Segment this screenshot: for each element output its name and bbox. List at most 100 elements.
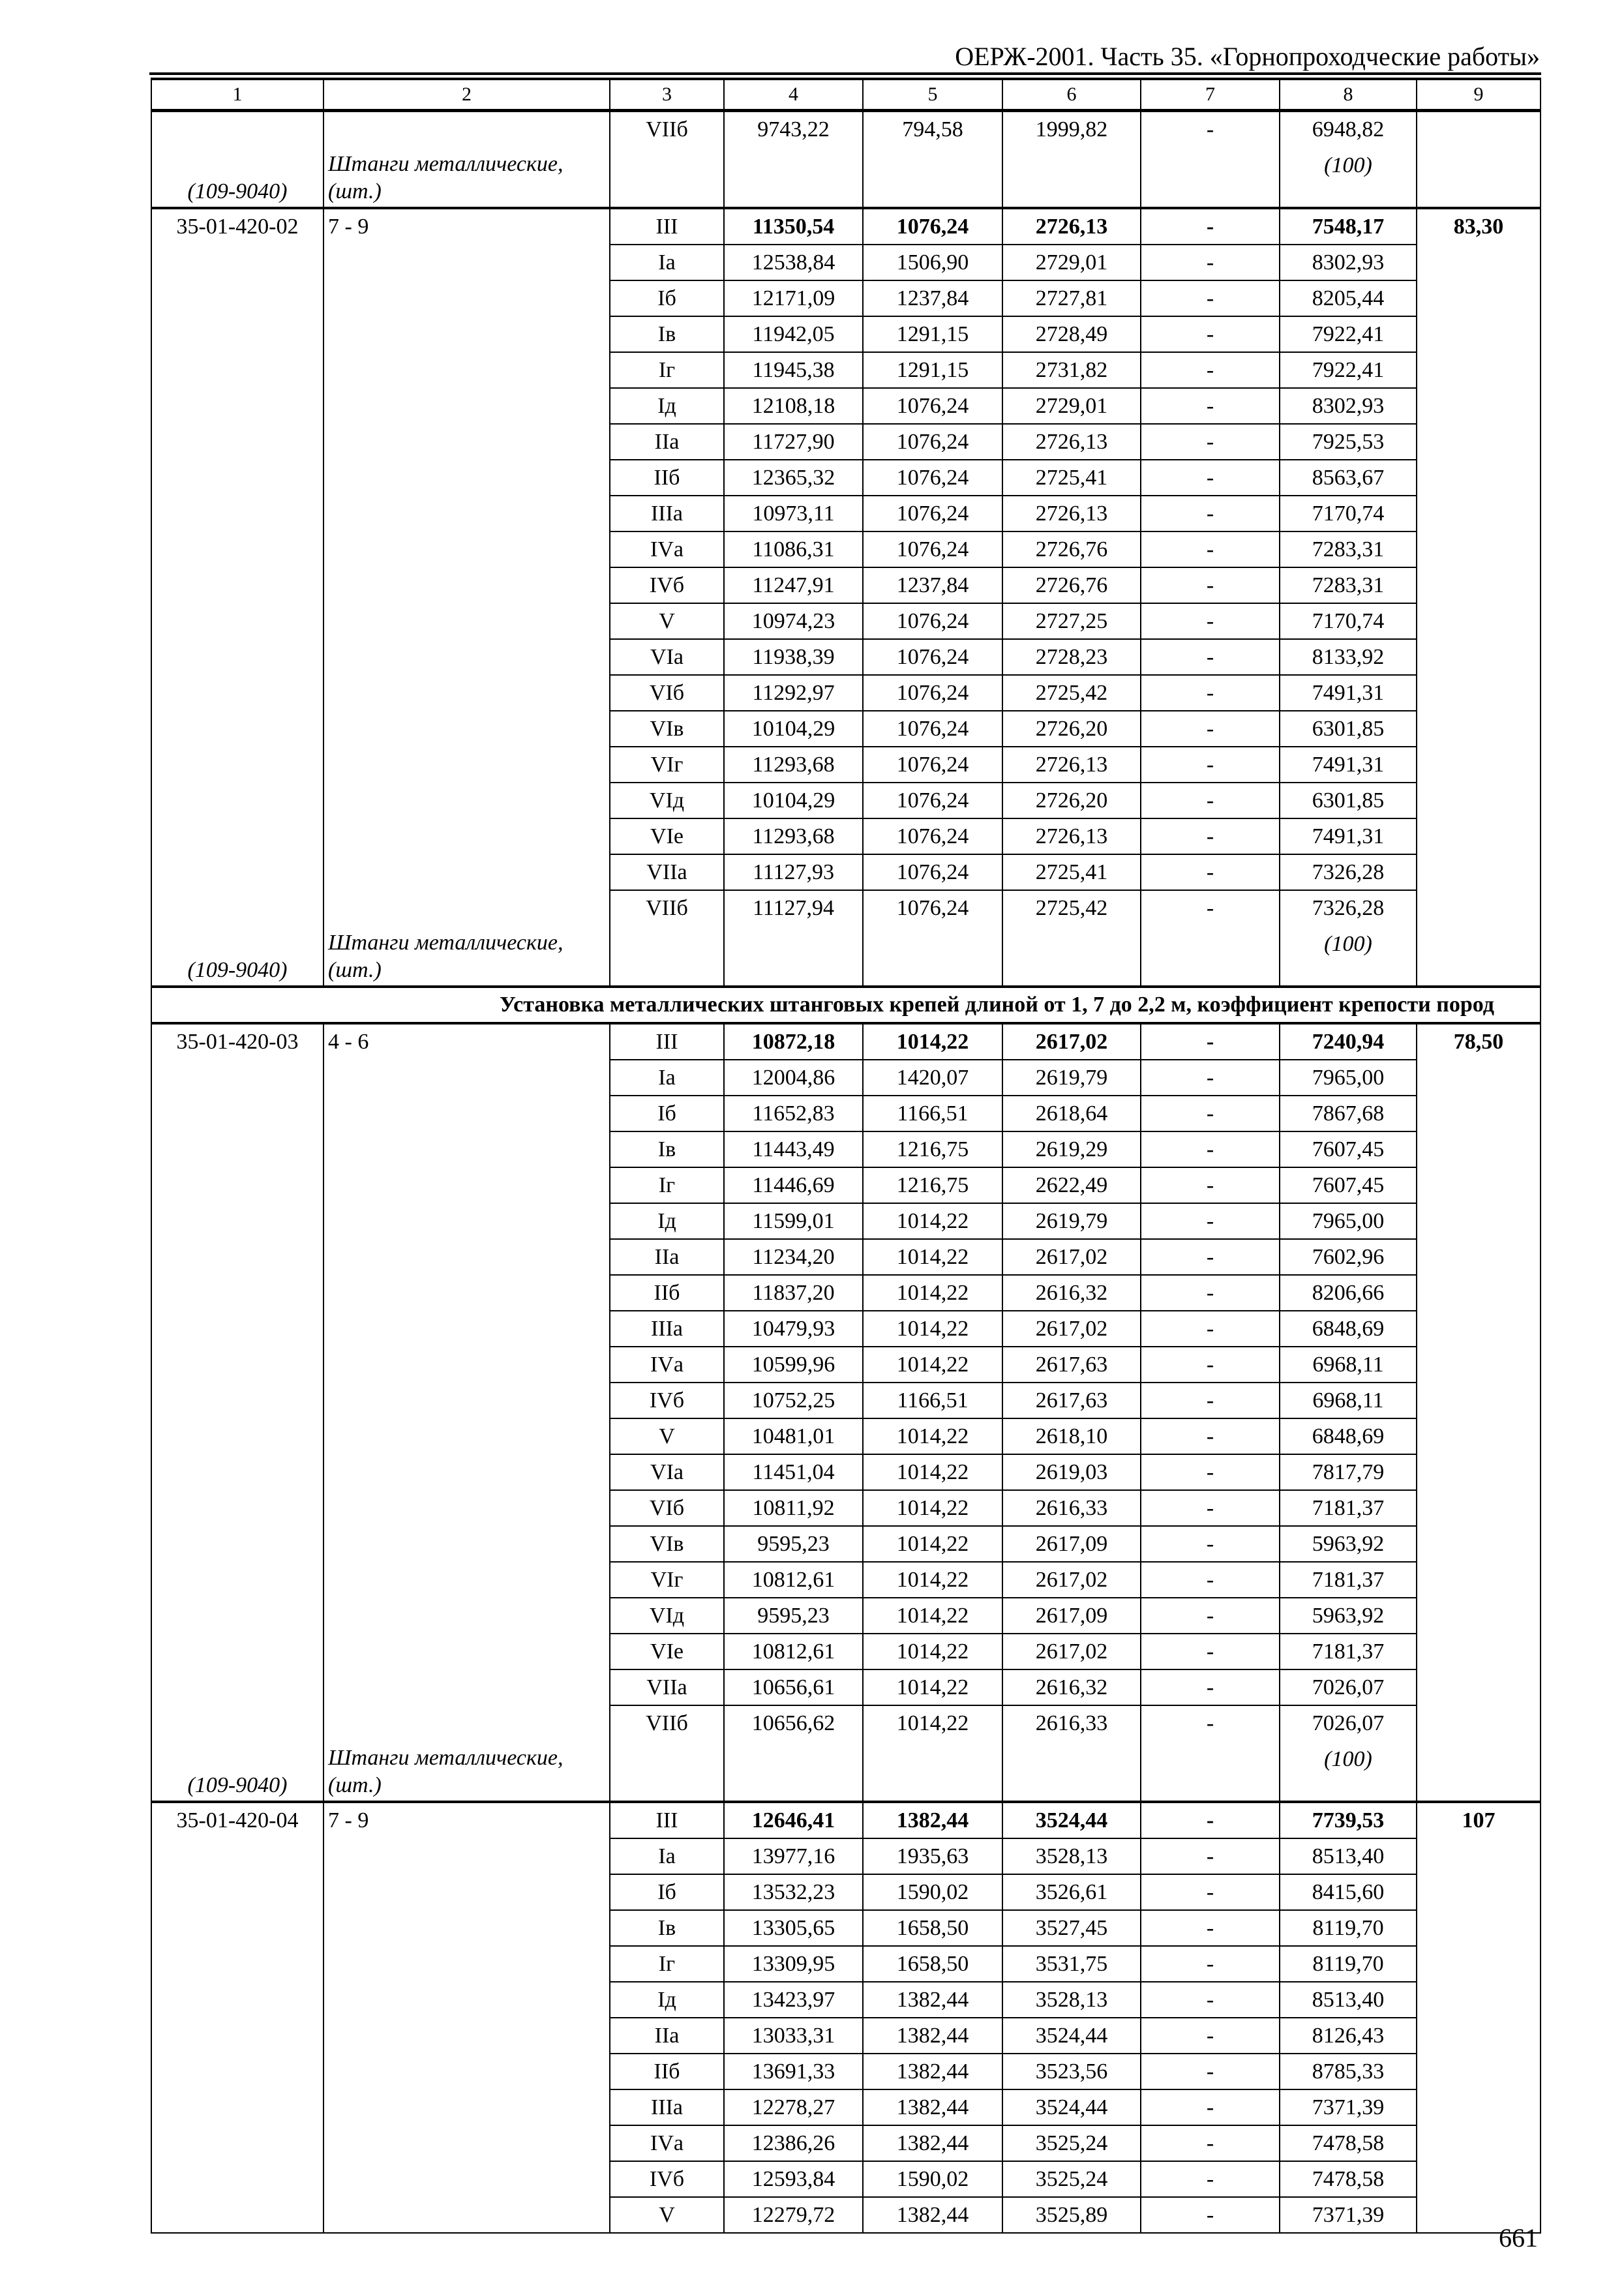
table-row: Iб 13532,23 1590,02 3526,61 - 8415,60 xyxy=(151,1874,1541,1911)
zone-class: VIIб xyxy=(646,896,688,920)
table-row: VIа 11938,39 1076,24 2728,23 - 8133,92 xyxy=(151,638,1541,676)
zone-class: III xyxy=(655,1808,678,1833)
wages-machinists: - xyxy=(1206,609,1214,633)
zone-class: Iг xyxy=(658,358,676,382)
wages-machinists: - xyxy=(1206,1988,1214,2012)
materials: 7170,74 xyxy=(1312,609,1385,633)
materials: 6301,85 xyxy=(1312,788,1385,813)
wages: 1658,50 xyxy=(896,1952,969,1976)
machine-cost: 2617,09 xyxy=(1035,1604,1108,1628)
materials-cell: 7326,28 xyxy=(1279,854,1417,891)
total-cost-cell: 11599,01 xyxy=(723,1203,864,1240)
materials-cell: 7170,74 xyxy=(1279,603,1417,640)
machine-cost-cell: 2729,01 xyxy=(1002,387,1141,425)
wages: 1166,51 xyxy=(897,1101,969,1126)
zone-class: Iд xyxy=(657,394,676,418)
zone-class: VIIа xyxy=(646,860,687,884)
materials-cell: 7965,00 xyxy=(1279,1059,1417,1096)
wages-machinists-cell: - xyxy=(1140,2089,1280,2126)
wages-cell: 1382,44 xyxy=(862,2125,1003,2162)
wages-machinists-cell: - xyxy=(1140,2125,1280,2162)
total-cost-cell: 11293,68 xyxy=(723,746,864,783)
wages-machinists: - xyxy=(1206,1568,1214,1592)
wages-machinists: - xyxy=(1206,788,1214,813)
zone-class-cell: IIб xyxy=(609,1274,725,1311)
zone-class: Iг xyxy=(658,1173,676,1197)
total-cost: 10973,11 xyxy=(752,501,835,526)
total-cost: 10656,61 xyxy=(751,1675,835,1699)
total-cost: 11599,01 xyxy=(752,1209,835,1233)
table-row: IIб 12365,32 1076,24 2725,41 - 8563,67 xyxy=(151,459,1541,496)
total-cost: 11446,69 xyxy=(752,1173,835,1197)
zone-class: VIIб xyxy=(646,117,688,142)
machine-cost: 2726,20 xyxy=(1035,717,1108,741)
total-cost: 10481,01 xyxy=(751,1424,835,1448)
wages-machinists-cell: - xyxy=(1140,1022,1280,1060)
materials: 7283,31 xyxy=(1312,573,1385,597)
table-row: IIа 11727,90 1076,24 2726,13 - 7925,53 xyxy=(151,423,1541,460)
machine-cost-cell: 2725,41 xyxy=(1002,459,1141,496)
machine-cost-cell: 2726,13 xyxy=(1002,423,1141,460)
wages: 1014,22 xyxy=(896,1460,969,1484)
zone-class-cell: VIд xyxy=(609,782,725,819)
wages-cell: 1014,22 xyxy=(862,1418,1003,1455)
total-cost-cell: 10656,62 xyxy=(723,1705,864,1803)
price-table: 1 2 3 4 5 6 7 8 9 (109-9040) Штанги металлические,… xyxy=(151,78,1541,2234)
wages-machinists: - xyxy=(1206,1353,1214,1377)
zone-class: VIа xyxy=(650,1460,684,1484)
wages-machinists-cell: - xyxy=(1140,710,1280,747)
total-cost: 10812,61 xyxy=(751,1639,835,1664)
machine-cost-cell: 2619,03 xyxy=(1002,1454,1141,1491)
wages-cell: 1382,44 xyxy=(862,1801,1003,1839)
zone-class: Iг xyxy=(658,1952,676,1976)
materials: 6848,69 xyxy=(1312,1317,1385,1341)
total-cost: 13423,97 xyxy=(751,1988,835,2012)
materials-cell: 7602,96 xyxy=(1279,1238,1417,1276)
zone-class-cell: Iв xyxy=(609,316,725,353)
resource-description: Штанги металлические, (шт.) xyxy=(324,151,609,205)
machine-cost: 2619,79 xyxy=(1035,1209,1108,1233)
zone-class: IVа xyxy=(650,2131,684,2155)
total-cost-cell: 11446,69 xyxy=(723,1167,864,1204)
zone-class: V xyxy=(659,2203,675,2227)
total-cost-cell: 12004,86 xyxy=(723,1059,864,1096)
total-cost-cell: 11292,97 xyxy=(723,674,864,711)
materials-cell: 7607,45 xyxy=(1279,1167,1417,1204)
table-row: IIа 13033,31 1382,44 3524,44 - 8126,43 xyxy=(151,2017,1541,2054)
column-number-2: 2 xyxy=(323,78,610,112)
materials: 7371,39 xyxy=(1312,2095,1385,2119)
wages: 1076,24 xyxy=(896,681,969,705)
zone-class-cell: VIв xyxy=(609,710,725,747)
total-cost-cell: 11127,94 xyxy=(723,890,864,987)
machine-cost: 2617,63 xyxy=(1035,1388,1108,1413)
materials-cell: 7965,00 xyxy=(1279,1203,1417,1240)
table-row: VIд 10104,29 1076,24 2726,20 - 6301,85 xyxy=(151,782,1541,819)
total-cost: 11127,94 xyxy=(753,896,834,920)
zone-class-cell: VIг xyxy=(609,1561,725,1598)
wages-machinists: - xyxy=(1206,681,1214,705)
wages: 1014,22 xyxy=(896,1532,969,1556)
wages: 1382,44 xyxy=(896,2024,969,2048)
wages: 1076,24 xyxy=(896,215,969,239)
machine-cost-cell: 2727,25 xyxy=(1002,603,1141,640)
rate-code: 35-01-420-02 xyxy=(176,215,299,239)
wages-cell: 794,58 xyxy=(862,109,1003,209)
wages-machinists-cell: - xyxy=(1140,818,1280,855)
resource-code: (109-9040) xyxy=(187,179,288,203)
total-cost-cell: 12646,41 xyxy=(723,1801,864,1839)
total-cost: 12171,09 xyxy=(751,286,835,310)
machine-cost-cell: 2617,02 xyxy=(1002,1022,1141,1060)
wages-machinists: - xyxy=(1206,537,1214,561)
total-cost-cell: 10812,61 xyxy=(723,1633,864,1670)
resource-code: (109-9040) xyxy=(187,1773,288,1797)
column-number-1: 1 xyxy=(151,78,324,112)
wages-machinists-cell: - xyxy=(1140,1418,1280,1455)
materials-cell: 7371,39 xyxy=(1279,2089,1417,2126)
total-cost: 9743,22 xyxy=(757,117,830,142)
total-cost-cell: 13423,97 xyxy=(723,1981,864,2018)
wages-cell: 1658,50 xyxy=(862,1909,1003,1947)
rate-code-cell: 35-01-420-04 xyxy=(151,1801,324,2234)
table-row: IIIа 10479,93 1014,22 2617,02 - 6848,69 xyxy=(151,1310,1541,1347)
zone-class-cell: IIIа xyxy=(609,1310,725,1347)
machine-cost-cell: 2617,09 xyxy=(1002,1597,1141,1634)
